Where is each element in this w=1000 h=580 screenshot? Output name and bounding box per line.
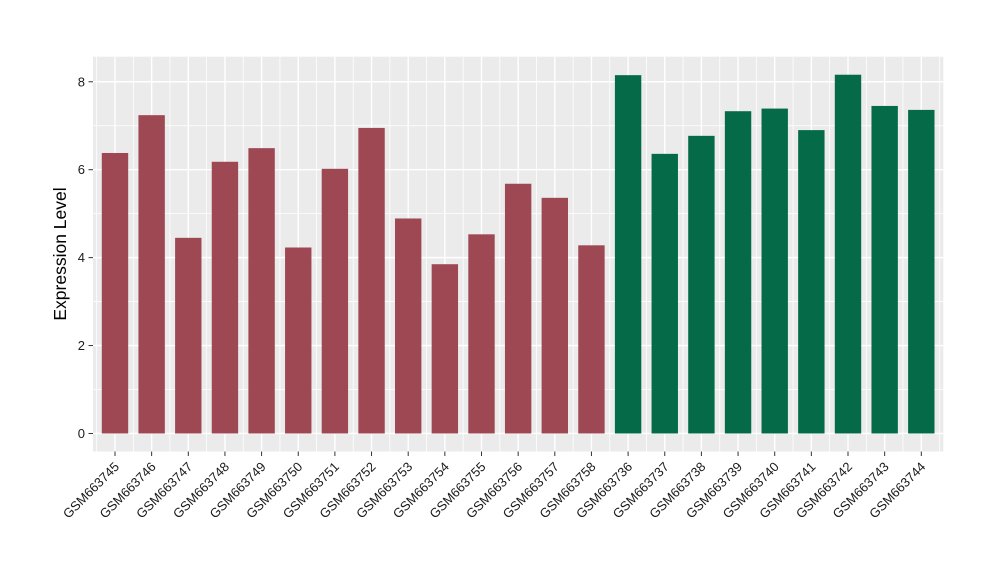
bar-GSM663753	[395, 218, 422, 434]
bar-GSM663747	[175, 237, 202, 434]
bar-GSM663743	[871, 105, 898, 434]
bar-GSM663750	[285, 247, 312, 434]
bar-GSM663752	[358, 127, 385, 434]
bar-GSM663756	[504, 183, 532, 434]
bar-GSM663738	[688, 135, 715, 434]
bar-GSM663745	[101, 152, 129, 434]
y-tick-label: 6	[78, 162, 85, 177]
bar-GSM663754	[431, 264, 459, 434]
bar-GSM663740	[761, 108, 788, 434]
y-tick-label: 8	[78, 74, 85, 89]
bar-GSM663751	[321, 168, 349, 434]
bar-GSM663741	[798, 130, 825, 434]
bar-GSM663749	[248, 148, 275, 434]
bar-GSM663742	[834, 74, 862, 434]
y-tick-label: 4	[78, 250, 85, 265]
bar-GSM663758	[578, 245, 605, 434]
bar-GSM663744	[908, 109, 935, 434]
y-tick-label: 2	[78, 338, 85, 353]
bar-GSM663736	[614, 75, 642, 434]
bar-GSM663755	[468, 234, 495, 434]
bar-GSM663746	[138, 115, 165, 434]
y-tick-label: 0	[78, 426, 85, 441]
bar-GSM663748	[211, 161, 239, 434]
bar-GSM663737	[651, 153, 678, 434]
bar-GSM663739	[724, 111, 752, 434]
bar-GSM663757	[541, 197, 568, 434]
y-axis-title: Expression Level	[50, 187, 70, 320]
